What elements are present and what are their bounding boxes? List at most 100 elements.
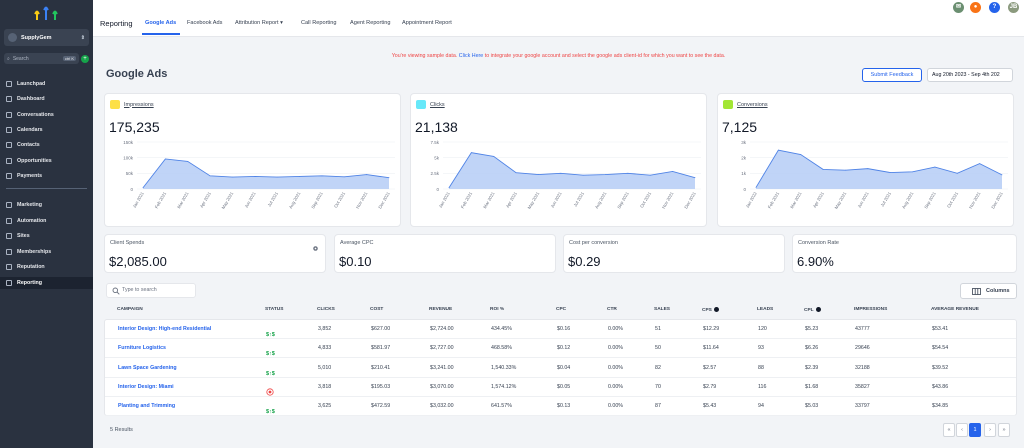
x-tick-label: Jul 2021 xyxy=(573,190,586,207)
pagination-last[interactable]: » xyxy=(998,423,1010,437)
stat-label: Client Spends xyxy=(110,240,145,246)
campaign-name-link[interactable]: Lawn Space Gardening xyxy=(118,364,177,371)
sidebar-item-memberships[interactable]: Memberships xyxy=(0,246,93,258)
help-icon[interactable]: ? xyxy=(989,2,1000,13)
x-tick-label: Mar 2021 xyxy=(789,190,803,209)
stat-card-average-cpc: Average CPC $0.10 xyxy=(334,234,556,273)
column-header-revenue[interactable]: REVENUE xyxy=(429,307,452,312)
sidebar-item-label: Payments xyxy=(17,172,43,179)
cell-roi: 1,574.12% xyxy=(491,383,517,390)
cell-sales: 70 xyxy=(655,383,661,390)
pagination-next[interactable]: › xyxy=(984,423,996,437)
status-on-icon[interactable]: $↑$ xyxy=(266,344,276,357)
submit-feedback-button[interactable]: Submit Feedback xyxy=(862,68,922,82)
campaign-name-link[interactable]: Interior Design: Miami xyxy=(118,383,174,390)
megaphone-icon[interactable]: ✉ xyxy=(953,2,964,13)
user-avatar[interactable]: JB xyxy=(1008,2,1019,13)
sidebar-item-sites[interactable]: Sites xyxy=(0,230,93,242)
x-tick-label: Apr 2021 xyxy=(199,190,212,208)
tab-call-reporting[interactable]: Call Reporting xyxy=(301,20,337,26)
status-off-icon[interactable] xyxy=(266,383,276,396)
sidebar-item-dashboard[interactable]: Dashboard xyxy=(0,93,93,105)
column-header-campaign[interactable]: CAMPAIGN xyxy=(117,307,143,312)
cell-ctr: 0.00% xyxy=(608,383,624,390)
column-header-impressions[interactable]: IMPRESSIONS xyxy=(854,307,887,312)
sidebar-item-conversations[interactable]: Conversations xyxy=(0,109,93,121)
metric-label[interactable]: Impressions xyxy=(124,101,154,108)
table-search-input[interactable]: Type to search xyxy=(106,283,196,298)
table-row: Planting and Trimming $↑$ 3,625 $472.59 $3,0… xyxy=(105,397,1016,417)
sidebar-item-automation[interactable]: Automation xyxy=(0,215,93,227)
search-shortcut: ctrl K xyxy=(62,56,76,61)
column-header-leads[interactable]: LEADS xyxy=(757,307,773,312)
stat-value: $0.10 xyxy=(339,254,372,269)
status-on-icon[interactable]: $↑$ xyxy=(266,402,276,415)
date-range-picker[interactable]: Aug 20th 2023 - Sep 4th 202 xyxy=(927,68,1013,82)
table-row: Furniture Logistics $↑$ 4,833 $581.97 $2,727… xyxy=(105,339,1016,359)
sidebar-item-marketing[interactable]: Marketing xyxy=(0,199,93,211)
data-point xyxy=(694,177,696,179)
sidebar-item-reporting[interactable]: Reporting xyxy=(0,276,93,289)
sidebar-item-payments[interactable]: Payments xyxy=(0,170,93,182)
column-header-cpc[interactable]: CPC xyxy=(556,307,566,312)
sidebar-item-reputation[interactable]: Reputation xyxy=(0,261,93,273)
cell-sales: 82 xyxy=(655,364,661,371)
chevron-updown-icon: ⇕ xyxy=(80,34,85,41)
search-icon: ⌕ xyxy=(7,55,10,62)
stat-label: Conversion Rate xyxy=(798,240,839,246)
metric-label[interactable]: Clicks xyxy=(430,101,445,108)
notice-link[interactable]: Click Here xyxy=(458,53,484,59)
sidebar-item-icon xyxy=(6,142,12,149)
sidebar-item-calendars[interactable]: Calendars xyxy=(0,124,93,136)
sidebar-search[interactable]: ⌕ Search ctrl K xyxy=(4,53,79,64)
cell-leads: 88 xyxy=(758,364,764,371)
column-header-average-revenue[interactable]: AVERAGE REVENUE xyxy=(931,307,979,312)
column-header-roi[interactable]: ROI % xyxy=(490,307,504,312)
metric-label[interactable]: Conversions xyxy=(737,101,768,108)
status-on-icon[interactable]: $↑$ xyxy=(266,364,276,377)
sidebar-item-icon xyxy=(6,81,12,87)
sidebar-item-contacts[interactable]: Contacts xyxy=(0,139,93,151)
metric-card-impressions: Impressions 175,235 0 50k 100k 150k Jan 2021 Fe… xyxy=(104,93,401,227)
sidebar-item-opportunities[interactable]: Opportunities xyxy=(0,155,93,167)
stat-value: $0.29 xyxy=(568,254,601,269)
campaign-name-link[interactable]: Furniture Logistics xyxy=(118,345,166,352)
campaign-name-link[interactable]: Interior Design: High-end Residential xyxy=(118,326,212,332)
tab-facebook-ads[interactable]: Facebook Ads xyxy=(187,20,223,26)
cell-avg_revenue: $43.86 xyxy=(932,383,949,390)
x-tick-label: Oct 2021 xyxy=(639,190,652,208)
pagination-first[interactable]: « xyxy=(943,423,955,437)
stat-value: $2,085.00 xyxy=(109,254,167,269)
quick-add-button[interactable]: + xyxy=(81,55,89,63)
tab-appointment-report[interactable]: Appointment Report xyxy=(402,20,452,26)
data-point xyxy=(845,169,846,171)
columns-button[interactable]: Columns xyxy=(960,283,1017,299)
metric-badge-icon xyxy=(416,100,426,109)
sidebar-item-icon xyxy=(6,126,12,133)
sidebar-item-label: Automation xyxy=(17,217,47,224)
tab-attribution-report[interactable]: Attribution Report ▾ xyxy=(235,20,283,26)
column-header-cpl[interactable]: CPL xyxy=(804,307,821,313)
column-header-label: AVERAGE REVENUE xyxy=(931,307,979,312)
sidebar-item-launchpad[interactable]: Launchpad xyxy=(0,78,93,90)
column-header-cps[interactable]: CPS xyxy=(702,307,719,313)
pagination-page-1[interactable]: 1 xyxy=(969,423,981,437)
y-tick-label: 0 xyxy=(743,187,746,192)
x-tick-label: Oct 2021 xyxy=(946,190,959,208)
cell-cpl: $1.68 xyxy=(805,383,819,390)
series-area xyxy=(756,150,1002,189)
column-header-sales[interactable]: SALES xyxy=(654,307,670,312)
pagination-prev[interactable]: ‹ xyxy=(956,423,968,437)
column-header-ctr[interactable]: CTR xyxy=(607,307,617,312)
tab-agent-reporting[interactable]: Agent Reporting xyxy=(350,20,391,26)
status-on-icon[interactable]: $↑$ xyxy=(266,325,276,338)
column-header-status[interactable]: STATUS xyxy=(265,307,283,312)
column-header-cost[interactable]: COST xyxy=(370,307,383,312)
cell-cps: $2.79 xyxy=(703,383,717,390)
campaign-name-link[interactable]: Planting and Trimming xyxy=(118,403,176,410)
column-header-clicks[interactable]: CLICKS xyxy=(317,307,335,312)
gear-icon[interactable] xyxy=(312,239,319,251)
notification-bell-icon[interactable]: ● xyxy=(970,2,981,13)
tab-google-ads[interactable]: Google Ads xyxy=(145,20,177,26)
account-switcher[interactable]: SupplyGem ⇕ xyxy=(4,29,89,46)
